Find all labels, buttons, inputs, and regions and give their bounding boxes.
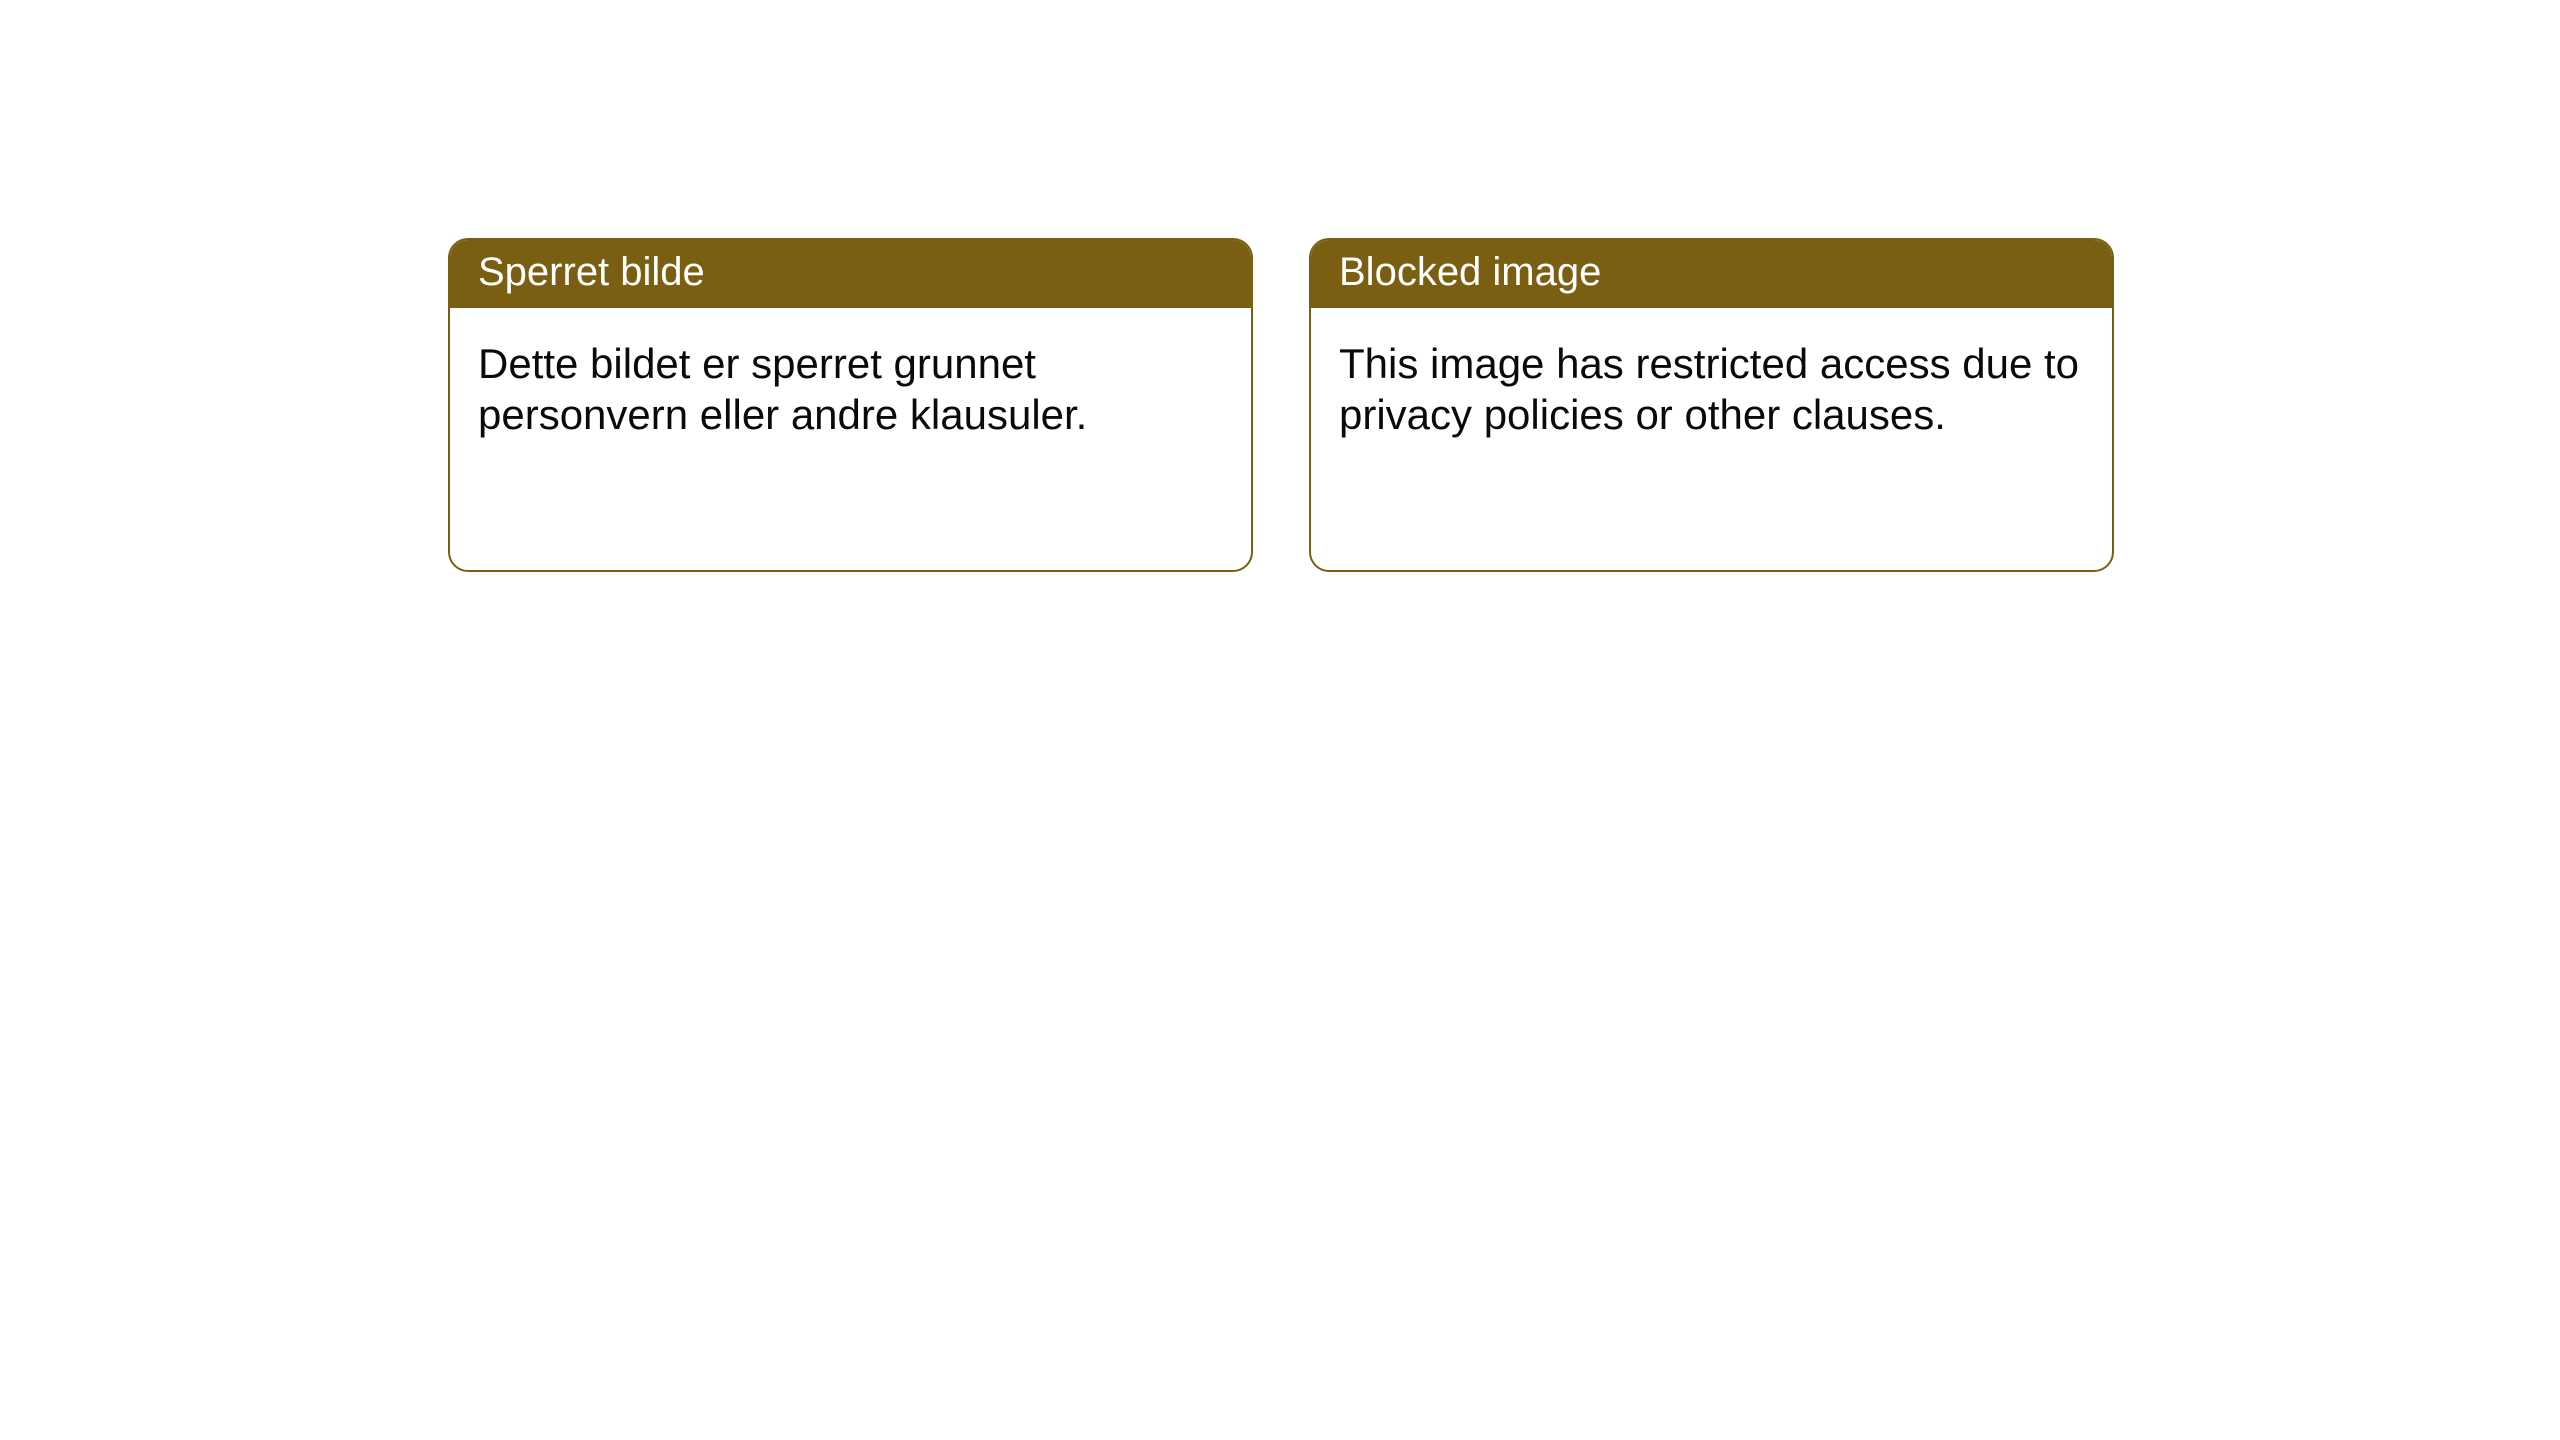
notice-box-norwegian: Sperret bilde Dette bildet er sperret gr… xyxy=(448,238,1253,572)
notice-container: Sperret bilde Dette bildet er sperret gr… xyxy=(0,0,2560,572)
notice-box-english: Blocked image This image has restricted … xyxy=(1309,238,2114,572)
notice-body: This image has restricted access due to … xyxy=(1311,308,2112,470)
notice-header: Sperret bilde xyxy=(450,240,1251,308)
notice-body: Dette bildet er sperret grunnet personve… xyxy=(450,308,1251,470)
notice-header: Blocked image xyxy=(1311,240,2112,308)
